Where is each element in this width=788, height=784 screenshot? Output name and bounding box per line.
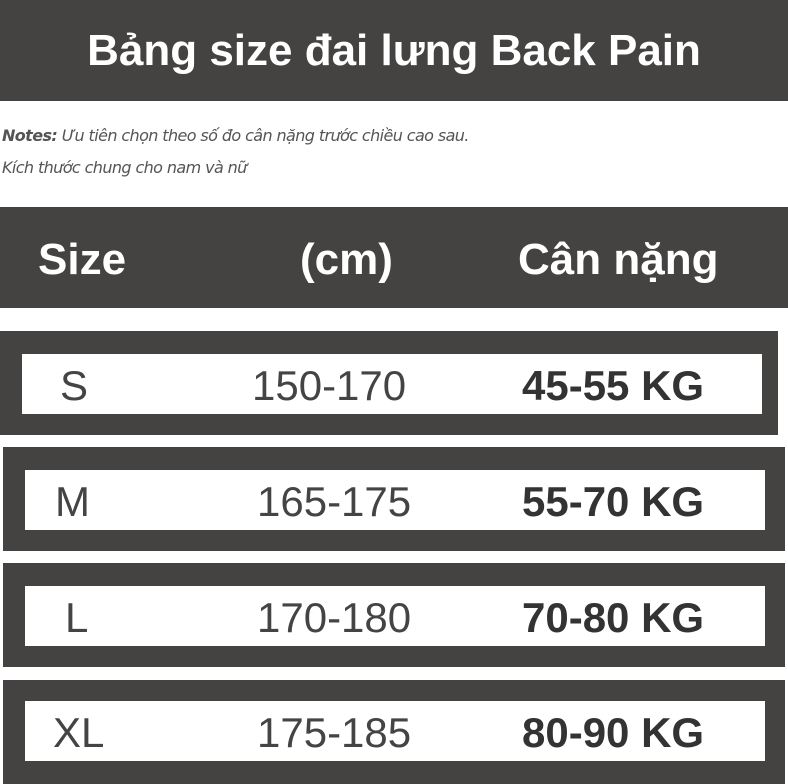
header-weight: Cân nặng — [518, 235, 719, 284]
row-weight: 80-90 KG — [522, 709, 705, 756]
row-weight: 70-80 KG — [522, 594, 705, 641]
header-size: Size — [38, 235, 127, 284]
row-size: XL — [53, 709, 105, 756]
notes-line2: Kích thước chung cho nam và nữ — [2, 158, 247, 177]
row-weight: 55-70 KG — [522, 478, 705, 525]
table-row: M 165-175 55-70 KG — [3, 447, 785, 551]
row-cm: 165-175 — [257, 478, 412, 525]
table-header: Size (cm) Cân nặng — [0, 207, 788, 308]
table-row: S 150-170 45-55 KG — [0, 331, 778, 435]
notes-line1: Ưu tiên chọn theo số đo cân nặng trước c… — [61, 126, 470, 145]
row-cm: 150-170 — [252, 362, 407, 409]
header-cm: (cm) — [300, 235, 393, 284]
row-cm: 175-185 — [257, 709, 412, 756]
table-row: XL 175-185 80-90 KG — [3, 680, 785, 784]
row-size: L — [65, 594, 89, 641]
notes-label: Notes: — [2, 126, 58, 145]
row-size: M — [55, 478, 90, 525]
title-banner: Bảng size đai lưng Back Pain — [0, 0, 788, 101]
table-row: L 170-180 70-80 KG — [3, 563, 785, 667]
notes: Notes: Ưu tiên chọn theo số đo cân nặng … — [2, 120, 469, 184]
page-title: Bảng size đai lưng Back Pain — [87, 25, 701, 75]
row-cm: 170-180 — [257, 594, 412, 641]
row-weight: 45-55 KG — [522, 362, 705, 409]
row-size: S — [60, 362, 89, 409]
